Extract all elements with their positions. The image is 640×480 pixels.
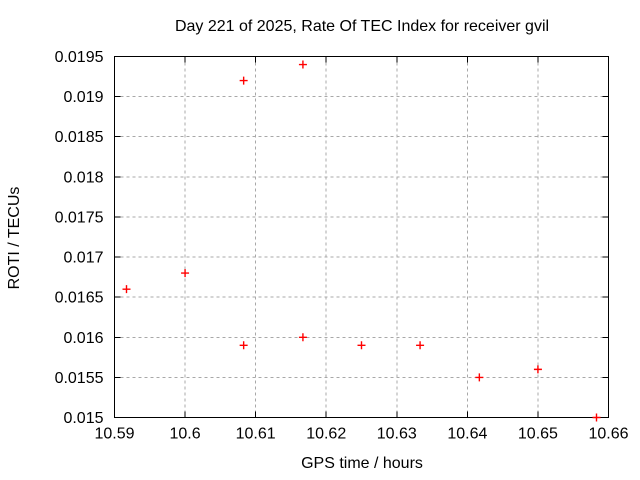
y-tick-label: 0.0155 [55, 370, 104, 387]
data-point-marker [298, 60, 307, 69]
x-tick-label: 10.62 [306, 426, 346, 443]
y-tick-label: 0.019 [63, 89, 103, 106]
y-tick-label: 0.0195 [55, 49, 104, 66]
y-tick-label: 0.015 [63, 410, 103, 427]
data-point-marker [181, 269, 190, 278]
chart-title: Day 221 of 2025, Rate Of TEC Index for r… [174, 18, 550, 35]
data-point-marker [357, 341, 366, 350]
x-tick-label: 10.6 [170, 426, 201, 443]
plot-border [114, 56, 609, 418]
x-tick-label: 10.65 [518, 426, 558, 443]
x-tick-label: 10.64 [447, 426, 487, 443]
y-axis-label: ROTI / TECUs [6, 186, 23, 290]
data-point-marker [122, 285, 131, 294]
data-point-marker [592, 413, 601, 422]
data-point-marker [239, 76, 248, 85]
y-tick-label: 0.018 [63, 169, 103, 186]
y-tick-label: 0.0165 [55, 290, 104, 307]
data-point-marker [416, 341, 425, 350]
data-point-marker [533, 365, 542, 374]
data-point-marker [475, 373, 484, 382]
y-tick-label: 0.0175 [55, 209, 104, 226]
x-tick-label: 10.63 [377, 426, 417, 443]
x-tick-label: 10.59 [94, 426, 134, 443]
y-tick-label: 0.016 [63, 330, 103, 347]
y-tick-label: 0.017 [63, 250, 103, 267]
x-axis-label: GPS time / hours [301, 455, 423, 472]
x-tick-label: 10.61 [236, 426, 276, 443]
data-point-marker [239, 341, 248, 350]
x-tick-label: 10.66 [588, 426, 628, 443]
data-point-marker [298, 333, 307, 342]
y-tick-label: 0.0185 [55, 129, 104, 146]
